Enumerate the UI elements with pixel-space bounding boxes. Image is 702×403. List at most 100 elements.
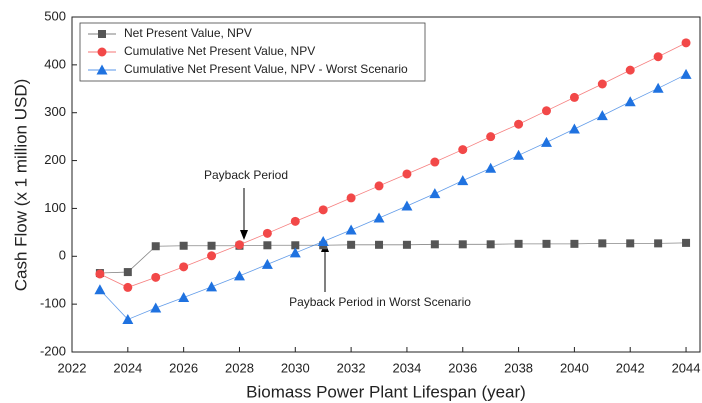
data-point — [568, 123, 580, 134]
data-point — [179, 241, 188, 250]
data-point — [486, 240, 495, 249]
series-line — [99, 42, 687, 288]
data-point — [402, 169, 412, 179]
x-tick-label: 2036 — [448, 360, 477, 375]
data-point — [513, 149, 525, 160]
data-point — [625, 65, 635, 75]
data-point — [207, 241, 216, 250]
data-point — [178, 291, 190, 302]
data-point — [234, 240, 244, 250]
data-point — [179, 262, 189, 272]
y-tick-label: -200 — [40, 343, 66, 358]
legend-marker — [96, 64, 108, 75]
data-point — [624, 96, 636, 107]
data-point — [233, 270, 245, 281]
data-point — [122, 313, 134, 324]
data-point — [317, 235, 329, 246]
legend-marker — [98, 30, 106, 38]
data-point — [290, 216, 300, 226]
data-point — [123, 282, 133, 292]
data-point — [206, 281, 218, 292]
y-axis-title: Cash Flow (x 1 million USD) — [11, 79, 30, 292]
data-point — [95, 269, 105, 279]
y-tick-label: 0 — [59, 248, 66, 263]
data-point — [680, 68, 692, 79]
data-point — [318, 205, 328, 215]
data-point — [94, 284, 106, 295]
series-line — [99, 74, 687, 320]
data-point — [514, 239, 523, 248]
x-tick-label: 2030 — [281, 360, 310, 375]
data-point — [150, 302, 162, 313]
data-point — [569, 92, 579, 102]
legend-label: Cumulative Net Present Value, NPV — [124, 44, 315, 58]
data-point — [373, 212, 385, 223]
data-point — [261, 258, 273, 269]
data-point — [652, 82, 664, 93]
y-tick-label: 400 — [44, 56, 66, 71]
x-axis-title: Biomass Power Plant Lifespan (year) — [246, 382, 526, 401]
data-point — [401, 200, 413, 211]
data-point — [375, 240, 384, 249]
data-point — [598, 239, 607, 248]
data-point — [345, 224, 357, 235]
y-tick-label: 200 — [44, 152, 66, 167]
plot-frame — [71, 16, 701, 353]
data-point — [570, 239, 579, 248]
x-tick-label: 2026 — [169, 360, 198, 375]
annotation-arrowhead — [240, 230, 248, 240]
annotation: Payback Period — [204, 168, 288, 182]
data-point — [541, 106, 551, 116]
data-point — [347, 240, 356, 249]
x-tick-label: 2040 — [560, 360, 589, 375]
data-point — [207, 251, 217, 261]
annotation: Payback Period in Worst Scenario — [289, 295, 471, 309]
y-tick-label: 300 — [44, 104, 66, 119]
data-point — [123, 268, 132, 277]
data-point — [430, 240, 439, 249]
data-point — [374, 181, 384, 191]
data-point — [458, 145, 468, 155]
data-point — [458, 240, 467, 249]
x-tick-label: 2032 — [337, 360, 366, 375]
data-point — [653, 52, 663, 62]
data-point — [402, 240, 411, 249]
data-point — [626, 239, 635, 248]
data-point — [542, 239, 551, 248]
data-point — [486, 132, 496, 142]
data-point — [346, 193, 356, 203]
data-point — [596, 110, 608, 121]
x-tick-label: 2034 — [392, 360, 421, 375]
y-tick-label: 100 — [44, 200, 66, 215]
x-tick-label: 2042 — [616, 360, 645, 375]
x-tick-label: 2038 — [504, 360, 533, 375]
data-point — [263, 241, 272, 250]
legend-marker — [97, 47, 107, 57]
x-tick-label: 2024 — [113, 360, 142, 375]
x-tick-label: 2022 — [58, 360, 87, 375]
y-tick-label: 500 — [44, 8, 66, 23]
y-tick-label: -100 — [40, 296, 66, 311]
data-point — [597, 79, 607, 89]
data-point — [514, 119, 524, 129]
data-point — [654, 239, 663, 248]
data-point — [485, 162, 497, 173]
series-line — [99, 242, 687, 274]
x-tick-label: 2044 — [672, 360, 701, 375]
data-point — [682, 238, 691, 247]
legend-label: Net Present Value, NPV — [124, 26, 252, 40]
data-point — [430, 157, 440, 167]
data-point — [151, 272, 161, 282]
data-point — [151, 242, 160, 251]
data-point — [289, 247, 301, 258]
legend-box — [79, 22, 426, 82]
data-point — [262, 228, 272, 238]
data-point — [457, 175, 469, 186]
legend-label: Cumulative Net Present Value, NPV - Wors… — [124, 62, 408, 76]
data-point — [681, 38, 691, 48]
data-point — [291, 241, 300, 250]
x-tick-label: 2028 — [225, 360, 254, 375]
data-point — [429, 188, 441, 199]
data-point — [540, 136, 552, 147]
